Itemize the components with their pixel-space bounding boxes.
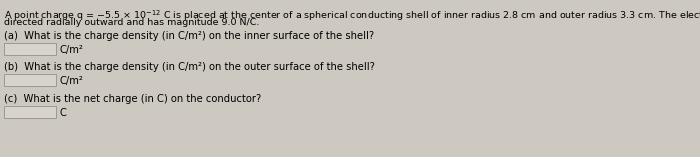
Text: (c)  What is the net charge (in C) on the conductor?: (c) What is the net charge (in C) on the… — [4, 94, 261, 104]
FancyBboxPatch shape — [4, 43, 56, 55]
FancyBboxPatch shape — [4, 106, 56, 118]
Text: C/m²: C/m² — [60, 76, 84, 86]
Text: A point charge q = $-$5.5 $\times$ 10$^{-12}$ C is placed at the center of a sph: A point charge q = $-$5.5 $\times$ 10$^{… — [4, 8, 700, 23]
Text: (b)  What is the charge density (in C/m²) on the outer surface of the shell?: (b) What is the charge density (in C/m²)… — [4, 62, 375, 72]
Text: directed radially outward and has magnitude 9.0 N/C.: directed radially outward and has magnit… — [4, 18, 260, 27]
Text: (a)  What is the charge density (in C/m²) on the inner surface of the shell?: (a) What is the charge density (in C/m²)… — [4, 31, 374, 41]
Text: C/m²: C/m² — [60, 45, 84, 55]
Text: C: C — [60, 108, 67, 118]
FancyBboxPatch shape — [4, 74, 56, 86]
